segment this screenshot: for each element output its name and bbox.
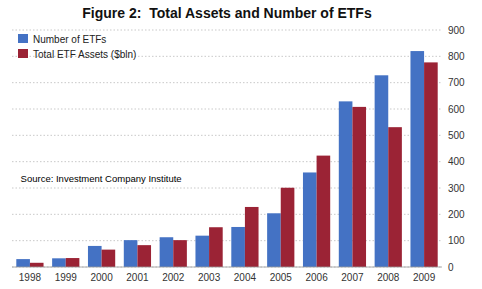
chart: 0 100 200 300 400 500 600 700 800 900 1998 1999 2000… <box>0 0 482 289</box>
y-tick-label: 400 <box>448 156 465 167</box>
title: Figure 2: Total Assets and Number of ETF… <box>82 5 372 21</box>
x-tick-label: 1998 <box>19 272 42 283</box>
x-tick-label: 2007 <box>341 272 364 283</box>
bar <box>66 258 80 267</box>
bar <box>16 259 30 267</box>
bar <box>88 246 102 267</box>
x-axis-line <box>12 267 442 268</box>
x-tick-label: 2009 <box>413 272 436 283</box>
bar <box>195 236 209 267</box>
bar <box>303 172 317 267</box>
x-tick-label: 1999 <box>55 272 78 283</box>
bar <box>281 188 295 267</box>
legend-label: Number of ETFs <box>33 34 106 45</box>
bar <box>388 127 402 267</box>
bar <box>352 107 366 267</box>
bar <box>124 240 138 267</box>
bars <box>16 51 437 267</box>
chart-container: 0 100 200 300 400 500 600 700 800 900 1998 1999 2000… <box>0 0 482 289</box>
bar <box>30 263 44 267</box>
y-tick-label: 100 <box>448 235 465 246</box>
bar <box>52 258 66 267</box>
y-tick-label: 700 <box>448 77 465 88</box>
bar <box>317 156 331 267</box>
y-tick-label: 0 <box>448 262 454 273</box>
x-tick-label: 2006 <box>305 272 328 283</box>
bar <box>137 245 151 267</box>
grid-line <box>12 267 442 268</box>
x-tick-label: 2002 <box>162 272 185 283</box>
legend-swatch <box>18 34 28 43</box>
legend-swatch <box>18 49 28 58</box>
x-tick-label: 2008 <box>377 272 400 283</box>
x-tick-label: 2003 <box>198 272 221 283</box>
bar <box>375 75 389 267</box>
legend: Number of ETFs Total ETF Assets ($bln) <box>18 34 136 60</box>
grid-line <box>12 30 442 31</box>
bar <box>410 51 424 267</box>
grid <box>12 30 442 267</box>
bar <box>424 62 438 267</box>
bar <box>160 237 174 267</box>
legend-item: Number of ETFs <box>18 34 106 45</box>
x-tick-label: 2005 <box>270 272 293 283</box>
x-tick-label: 2000 <box>90 272 113 283</box>
bar <box>339 101 353 267</box>
legend-label: Total ETF Assets ($bln) <box>33 49 136 60</box>
legend-item: Total ETF Assets ($bln) <box>18 49 136 60</box>
x-tick-label: 2001 <box>126 272 149 283</box>
y-tick-label: 200 <box>448 209 465 220</box>
bar <box>173 240 187 267</box>
y-tick-label: 800 <box>448 51 465 62</box>
y-tick-label: 500 <box>448 130 465 141</box>
x-tick-label: 2004 <box>234 272 257 283</box>
bar <box>231 227 245 267</box>
y-tick-label: 900 <box>448 25 465 36</box>
bar <box>102 250 116 267</box>
bar <box>209 227 223 267</box>
y-tick-label: 300 <box>448 183 465 194</box>
annotation: Source: Investment Company Institute <box>21 173 182 184</box>
bar <box>245 207 259 267</box>
bar <box>267 213 281 267</box>
y-tick-label: 600 <box>448 104 465 115</box>
